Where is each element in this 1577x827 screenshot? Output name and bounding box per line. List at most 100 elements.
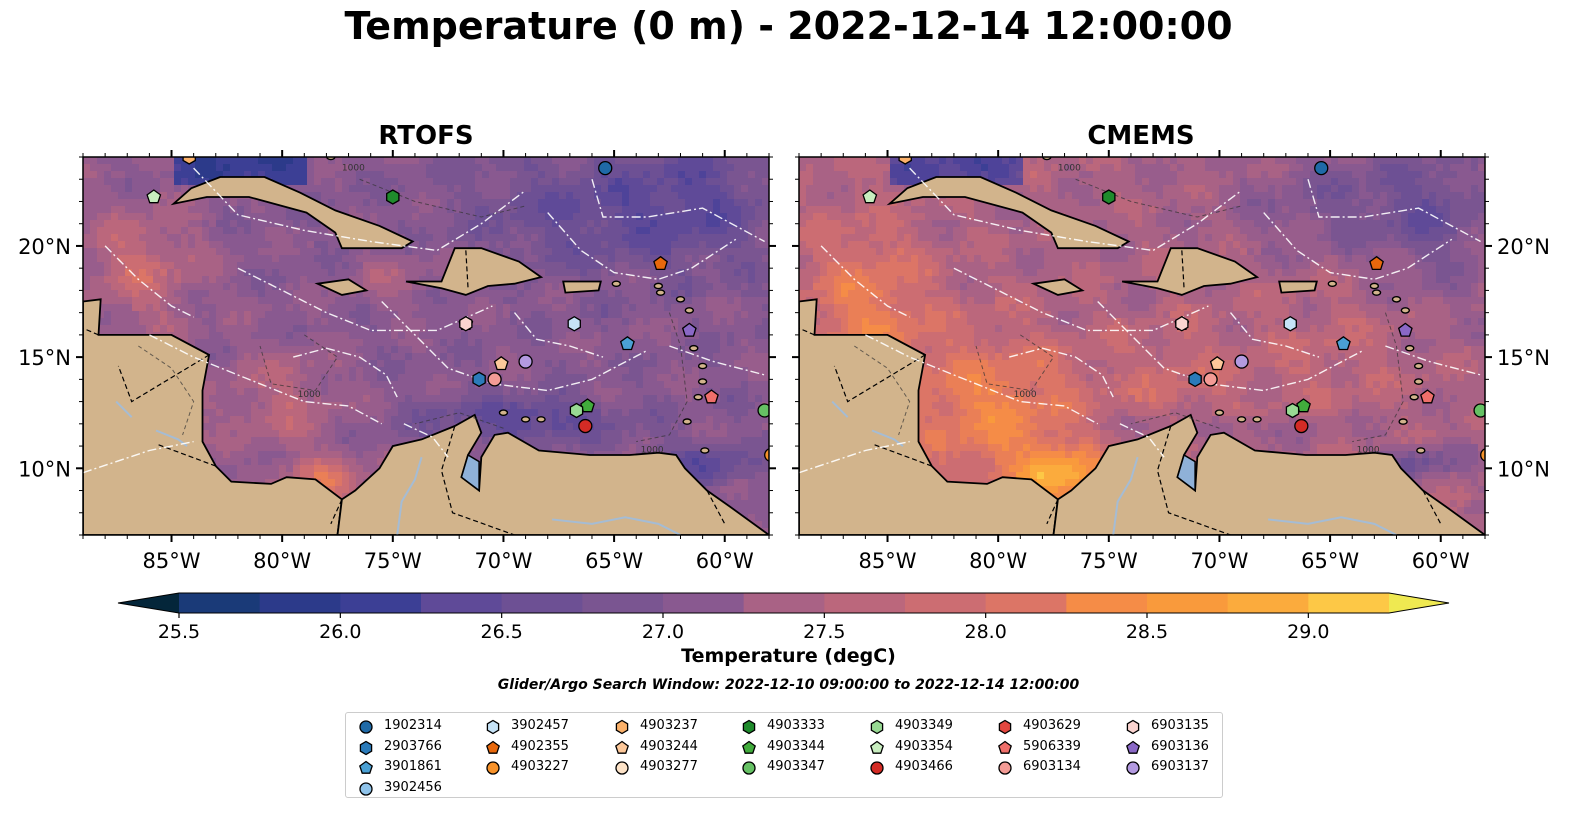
land-southAmerica (1052, 413, 1485, 535)
pentagon-marker-icon (615, 740, 629, 754)
circle-marker-icon (1126, 761, 1140, 775)
colorbar-bin (1147, 593, 1229, 613)
float-marker-4903354 (862, 189, 878, 204)
colorbar-tick-label: 27.0 (642, 621, 684, 643)
land-jamaica (1030, 278, 1085, 296)
hexagon-marker-icon (486, 719, 500, 735)
legend-marker (1126, 761, 1140, 775)
pentagon-marker-icon (1126, 740, 1140, 754)
land-jamaica (314, 278, 369, 296)
float-marker-4903354 (146, 189, 162, 204)
legend-marker (742, 761, 756, 775)
land-centralAmerica (799, 298, 1059, 535)
legend-label: 3901861 (384, 759, 442, 774)
float-marker-5906339 (1420, 389, 1435, 404)
legend-label: 6903134 (1023, 759, 1081, 774)
hexagon-marker-icon (998, 719, 1012, 735)
land-centralAmerica (83, 298, 343, 535)
land-masses (799, 157, 1485, 535)
float-marker-6903135 (1175, 315, 1189, 332)
legend-label: 4903629 (1023, 718, 1081, 733)
hexagon-marker-icon (870, 719, 884, 735)
legend-label: 3902457 (511, 718, 569, 733)
lon-tick-label: 70°W (474, 549, 532, 573)
legend-label: 4903466 (895, 759, 953, 774)
float-marker-4903333 (386, 189, 400, 205)
legend-label: 4903227 (511, 759, 569, 774)
circle-marker-icon (486, 761, 500, 775)
float-marker-4903227 (764, 448, 769, 462)
float-marker-4903344 (580, 398, 595, 413)
lon-tick-label: 80°W (253, 549, 311, 573)
float-marker-4903347 (757, 403, 769, 418)
pentagon-marker-icon (870, 740, 884, 754)
float-marker-6903137 (1234, 354, 1249, 369)
pentagon-marker-icon (742, 740, 756, 754)
legend-marker (486, 719, 500, 735)
legend-marker (742, 740, 756, 754)
legend-marker (615, 719, 629, 735)
lat-tick-label: 20°N (1497, 235, 1550, 259)
float-marker-3901861 (619, 336, 635, 351)
lat-tick-label: 15°N (18, 346, 71, 370)
colorbar-tick-label: 26.0 (319, 621, 361, 643)
legend-label: 1902314 (384, 718, 442, 733)
legend-label: 6903137 (1151, 759, 1209, 774)
float-marker-6903134 (1203, 372, 1218, 387)
legend-label: 4903347 (767, 759, 825, 774)
circle-marker-icon (615, 761, 629, 775)
colorbar-bin (743, 593, 825, 613)
float-marker-4903244 (1209, 355, 1225, 371)
float-marker-5906339 (704, 389, 719, 404)
map-panel-cmems: 1000 1000 1000 85°W 80°W 75°W 70°W 65°W 60°W 20°N… (792, 150, 1550, 573)
legend-marker (998, 719, 1012, 735)
panel-title-left: RTOFS (378, 121, 474, 151)
hexagon-marker-icon (615, 719, 629, 735)
lon-tick-label: 60°W (696, 549, 754, 573)
float-marker-1902314 (1314, 160, 1329, 176)
lon-tick-label: 60°W (1412, 549, 1470, 573)
float-marker-4903244 (493, 355, 509, 371)
land-puertoRico (1278, 280, 1318, 294)
float-marker-3902457 (567, 315, 581, 332)
colorbar-tick-label: 29.0 (1287, 621, 1329, 643)
legend-marker (486, 740, 500, 754)
colorbar-bin (1308, 593, 1390, 613)
float-marker-4903227 (1480, 448, 1485, 462)
colorbar-bin (985, 593, 1067, 613)
float-marker-6903135 (459, 315, 473, 332)
float-marker-3901861 (1335, 336, 1351, 351)
legend-label: 3902456 (384, 779, 442, 795)
float-marker-4903349 (1285, 402, 1300, 419)
pentagon-marker-icon (359, 760, 373, 774)
colorbar-bin (179, 593, 261, 613)
map-frame (82, 156, 770, 536)
float-marker-4903333 (1102, 189, 1116, 205)
lake-maracaibo (1176, 453, 1196, 493)
pentagon-marker-icon (486, 740, 500, 754)
legend-marker (870, 719, 884, 735)
colorbar-bin (1066, 593, 1148, 613)
float-marker-6903136 (681, 322, 697, 337)
legend-marker (998, 761, 1012, 775)
land-southAmerica (336, 413, 769, 535)
legend-marker (359, 760, 373, 774)
float-marker-4903466 (578, 418, 593, 434)
colorbar-tick-label: 28.0 (965, 621, 1007, 643)
lake-maracaibo (460, 453, 480, 493)
float-marker-3902457 (1283, 315, 1297, 332)
legend-label: 4903344 (767, 738, 825, 754)
float-marker-4903349 (569, 402, 584, 419)
circle-marker-icon (359, 781, 373, 796)
lon-tick-label: 75°W (1080, 549, 1138, 573)
colorbar-bin (905, 593, 987, 613)
legend-marker (742, 719, 756, 735)
legend-marker (1126, 719, 1140, 735)
contour-label: 1000 (641, 446, 664, 456)
lat-tick-label: 15°N (1497, 346, 1550, 370)
colorbar-bin (824, 593, 906, 613)
circle-marker-icon (359, 720, 373, 734)
legend-label: 4903244 (640, 738, 698, 754)
circle-marker-icon (742, 761, 756, 775)
float-legend: 1902314 2903766 3901861 3902456 3902457 49023… (345, 712, 1223, 798)
